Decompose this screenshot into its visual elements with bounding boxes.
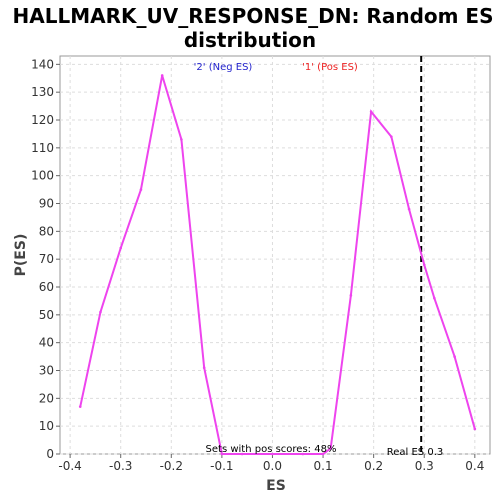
chart-title-line-1: HALLMARK_UV_RESPONSE_DN: Random ES <box>13 4 494 28</box>
x-tick-label: 0.1 <box>314 459 333 473</box>
y-tick-label: 130 <box>31 85 54 99</box>
data-point <box>369 110 373 113</box>
y-tick-label: 100 <box>31 169 54 183</box>
data-point <box>301 452 305 456</box>
y-axis-ticks: 0 10 20 30 40 50 60 70 80 90 100 110 120 130 140 <box>31 57 60 461</box>
y-tick-label: 110 <box>31 141 54 155</box>
x-tick-label: 0.4 <box>465 459 484 473</box>
y-tick-label: 50 <box>39 308 54 322</box>
plot-area <box>59 55 491 455</box>
legend-pos-es: '1' (Pos ES) <box>302 62 358 73</box>
y-tick-label: 80 <box>39 224 54 238</box>
x-tick-label: -0.3 <box>109 459 132 473</box>
data-point <box>349 294 353 297</box>
x-axis-ticks: -0.4 -0.3 -0.2 -0.1 0.0 0.1 0.2 0.3 0.4 <box>58 454 484 473</box>
data-point <box>202 366 206 370</box>
y-tick-label: 120 <box>31 113 54 127</box>
y-tick-label: 40 <box>39 336 54 350</box>
y-tick-label: 20 <box>39 391 54 405</box>
data-point <box>271 452 274 456</box>
x-axis-label: ES <box>266 478 286 494</box>
data-point <box>119 246 123 250</box>
y-tick-label: 140 <box>31 57 54 71</box>
data-point <box>99 310 102 314</box>
data-point <box>453 355 456 358</box>
y-tick-label: 30 <box>39 364 54 378</box>
x-tick-label: -0.4 <box>58 459 81 473</box>
chart-title-line-2: distribution <box>184 28 316 52</box>
y-tick-label: 70 <box>39 252 54 266</box>
data-point <box>473 427 477 431</box>
data-point <box>407 207 411 211</box>
x-tick-label: -0.1 <box>210 459 233 473</box>
grid <box>60 56 490 455</box>
x-tick-label: 0.2 <box>364 459 383 473</box>
y-tick-label: 60 <box>39 280 54 294</box>
y-tick-label: 10 <box>39 419 54 433</box>
data-point <box>220 452 224 456</box>
data-point <box>180 138 183 141</box>
legend-neg-es: '2' (Neg ES) <box>194 62 253 73</box>
x-tick-label: 0.0 <box>263 459 282 473</box>
y-tick-label: 90 <box>39 197 54 211</box>
pos-scores-annotation: Sets with pos scores: 48% <box>206 444 337 455</box>
data-point <box>433 296 436 300</box>
data-point <box>390 135 393 139</box>
y-axis-label: P(ES) <box>13 234 29 277</box>
data-point <box>240 452 244 456</box>
data-point <box>321 452 325 456</box>
data-point <box>78 405 82 408</box>
data-point <box>329 447 332 450</box>
data-point <box>422 263 426 267</box>
y-tick-label: 0 <box>46 447 54 461</box>
real-es-label: Real ES 0.3 <box>387 447 443 458</box>
x-tick-label: 0.3 <box>415 459 434 473</box>
x-tick-label: -0.2 <box>160 459 183 473</box>
data-point <box>160 74 164 77</box>
series <box>78 74 477 456</box>
data-point <box>139 188 143 191</box>
